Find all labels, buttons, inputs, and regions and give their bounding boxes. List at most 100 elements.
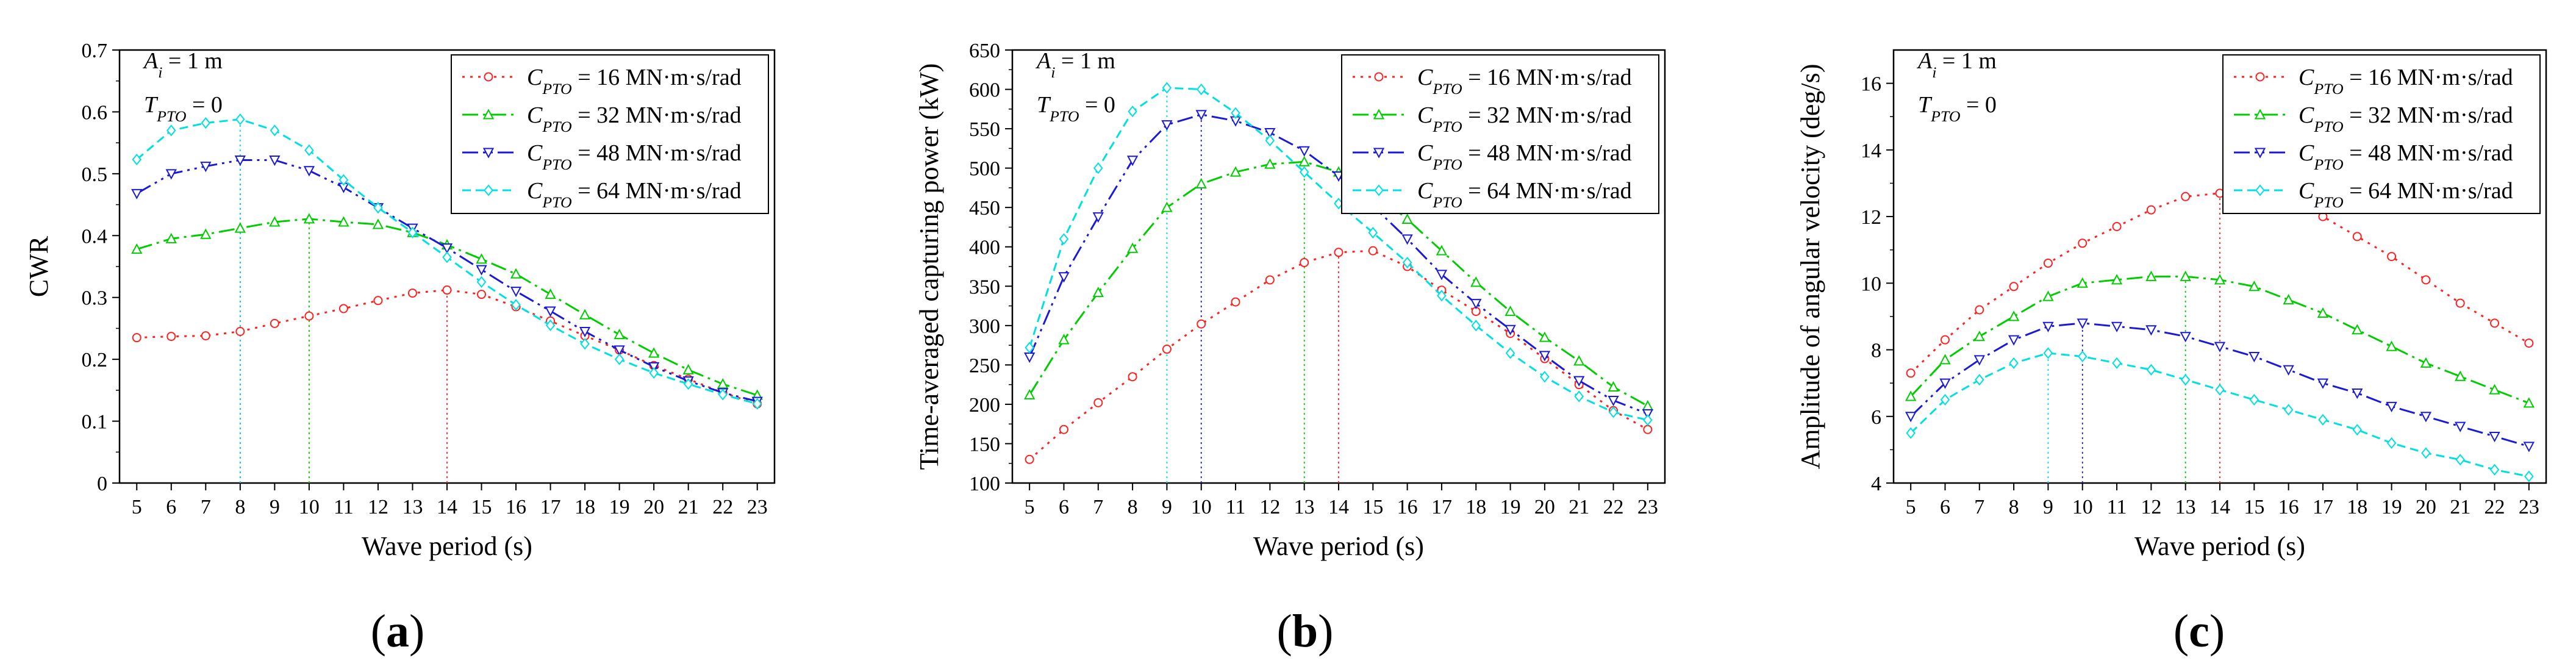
data-point	[1059, 424, 1068, 434]
data-point	[1195, 177, 1207, 188]
x-axis-title: Wave period (s)	[2134, 531, 2305, 561]
x-tick-label: 22	[2485, 496, 2505, 518]
data-point	[2352, 324, 2363, 335]
y-tick-label: 0.7	[82, 40, 108, 62]
data-point	[303, 213, 315, 224]
y-tick-label: 450	[969, 197, 1000, 220]
data-point	[2078, 238, 2088, 248]
x-tick-label: 9	[270, 496, 280, 518]
data-point	[1023, 352, 1036, 363]
data-point	[2008, 310, 2020, 321]
series-1	[1906, 188, 2534, 378]
x-tick-label: 11	[2107, 496, 2127, 518]
data-point	[338, 304, 348, 313]
data-point	[2317, 378, 2329, 389]
data-point	[545, 319, 556, 331]
x-tick-label: 12	[368, 496, 388, 518]
data-point	[2489, 432, 2500, 443]
y-tick-label: 0.5	[82, 163, 108, 186]
panel-label: (b)	[1277, 606, 1334, 657]
data-point	[1905, 412, 1917, 423]
data-point	[648, 362, 660, 373]
data-point	[2008, 335, 2020, 346]
data-point	[165, 169, 177, 180]
data-point	[1940, 393, 1950, 406]
data-point	[752, 398, 762, 410]
x-tick-label: 5	[1906, 496, 1916, 518]
data-point	[2386, 340, 2397, 351]
series-3	[1905, 318, 2535, 453]
data-point	[2524, 470, 2534, 482]
data-point	[1023, 389, 1036, 399]
data-point	[718, 389, 728, 401]
data-point	[1264, 128, 1276, 139]
y-tick-label: 0.6	[82, 101, 108, 124]
x-tick-label: 14	[437, 496, 457, 518]
data-point	[2249, 393, 2259, 406]
data-point	[1333, 171, 1345, 182]
y-tick-label: 10	[1861, 273, 1881, 295]
series-2	[1905, 270, 2535, 408]
x-tick-label: 9	[2043, 496, 2053, 518]
legend-entry: CPTO = 64 MN·m·s/rad	[1417, 178, 1632, 211]
data-point	[373, 202, 383, 214]
legend-swatch-marker	[482, 109, 495, 120]
data-point	[476, 265, 487, 276]
data-point	[303, 166, 315, 177]
y-axis-title: Amplitude of angular velocity (deg/s)	[1795, 64, 1825, 470]
y-tick-label: 8	[1871, 340, 1881, 362]
data-point	[1229, 166, 1242, 177]
legend-box	[2222, 54, 2541, 214]
data-point	[2420, 357, 2432, 368]
x-tick-label: 16	[506, 496, 526, 518]
data-point	[1025, 342, 1034, 354]
legend-swatch-marker	[484, 72, 493, 82]
y-tick-label: 12	[1861, 206, 1881, 229]
data-point	[1504, 305, 1516, 317]
data-point	[1470, 299, 1482, 310]
data-point	[1470, 276, 1482, 287]
data-point	[2077, 350, 2088, 363]
legend-entry: CPTO = 64 MN·m·s/rad	[2299, 178, 2513, 211]
legend-entry: CPTO = 32 MN·m·s/rad	[2299, 102, 2513, 135]
condition-annotation: Ai = 1 m	[142, 48, 223, 81]
y-tick-label: 250	[969, 354, 1000, 377]
chart-panel-a: 5 6 7 8 9 10 11 12 13 14 15 16 17 18 19 20 21 22 23 0 0.1 0.2…	[24, 40, 776, 657]
data-point	[2352, 232, 2362, 242]
data-point	[235, 113, 245, 126]
condition-annotation: TPTO = 0	[1918, 92, 1997, 125]
data-point	[2180, 374, 2191, 386]
data-point	[2111, 321, 2123, 332]
data-point	[1231, 107, 1240, 119]
data-point	[131, 243, 143, 254]
data-point	[2455, 454, 2465, 466]
data-point	[165, 232, 177, 243]
data-point	[407, 226, 418, 238]
data-point	[1025, 454, 1034, 464]
x-tick-label: 7	[1093, 496, 1103, 518]
data-point	[1334, 248, 1343, 257]
y-tick-label: 6	[1871, 406, 1881, 429]
data-point	[2112, 221, 2122, 231]
data-point	[614, 328, 625, 340]
y-tick-label: 0.3	[82, 287, 108, 310]
data-point	[269, 216, 281, 227]
data-point	[1401, 213, 1413, 224]
y-axis-title: CWR	[24, 235, 54, 297]
x-tick-label: 7	[1974, 496, 1984, 518]
data-point	[2009, 282, 2019, 292]
data-point	[2490, 318, 2500, 328]
data-point	[614, 353, 624, 365]
x-tick-label: 12	[1259, 496, 1280, 518]
legend-entry: CPTO = 48 MN·m·s/rad	[527, 140, 742, 173]
x-tick-label: 18	[2347, 496, 2367, 518]
x-tick-label: 20	[2416, 496, 2436, 518]
legend-swatch-marker	[1374, 72, 1384, 82]
data-point	[1940, 335, 1950, 345]
data-point	[200, 162, 212, 173]
data-point	[2145, 325, 2157, 336]
data-point	[2249, 281, 2260, 292]
data-point	[2043, 347, 2053, 359]
data-point	[2387, 252, 2397, 262]
data-point	[1574, 390, 1584, 403]
